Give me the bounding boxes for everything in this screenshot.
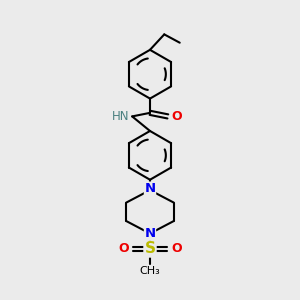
Text: O: O bbox=[171, 242, 182, 256]
Text: N: N bbox=[144, 227, 156, 240]
Text: N: N bbox=[144, 182, 156, 195]
Text: HN: HN bbox=[112, 110, 130, 123]
Text: S: S bbox=[145, 242, 155, 256]
Text: CH₃: CH₃ bbox=[140, 266, 160, 276]
Text: O: O bbox=[118, 242, 129, 256]
Text: O: O bbox=[172, 110, 182, 123]
